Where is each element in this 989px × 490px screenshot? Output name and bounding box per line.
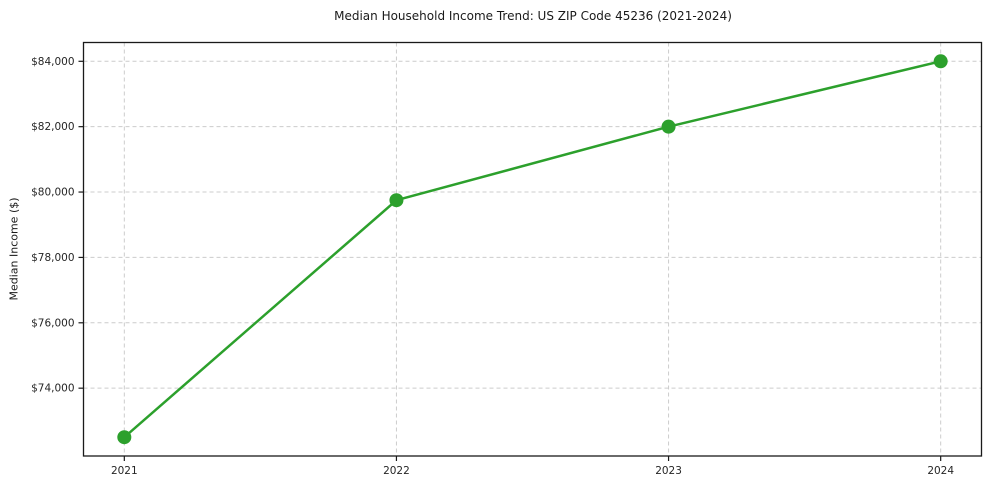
data-point: [933, 54, 948, 69]
x-tick-label: 2022: [383, 465, 410, 477]
data-point: [389, 193, 404, 208]
data-point: [661, 119, 676, 134]
axes-box: [82, 41, 983, 457]
data-point: [117, 430, 132, 445]
y-tick-label: $82,000: [31, 121, 74, 133]
y-tick-label: $84,000: [31, 56, 74, 68]
y-tick-label: $76,000: [31, 317, 74, 329]
y-tick-label: $78,000: [31, 252, 74, 264]
y-tick-label: $74,000: [31, 383, 74, 395]
x-tick-label: 2023: [655, 465, 682, 477]
y-tick-label: $80,000: [31, 187, 74, 199]
x-tick-label: 2021: [111, 465, 138, 477]
x-tick-label: 2024: [927, 465, 954, 477]
trend-line: [123, 60, 942, 439]
chart-title: Median Household Income Trend: US ZIP Co…: [334, 9, 732, 23]
